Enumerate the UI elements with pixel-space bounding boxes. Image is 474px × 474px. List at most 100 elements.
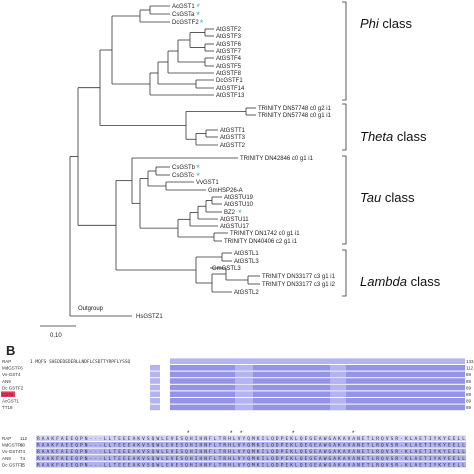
panel-b-letter: B <box>6 343 16 358</box>
class-suffix: class <box>381 190 415 205</box>
tree-leaf-label: DcGSTF2 <box>172 20 199 26</box>
alignment-block <box>170 358 465 364</box>
sequence-residues: RAAKFAEEQPN---LLTEEEAKVSQWLEVESQHIHNFLTR… <box>37 449 465 455</box>
tree-leaf-label: AtGSTF8 <box>216 71 242 77</box>
star-marker: * <box>196 163 200 173</box>
alignment-block <box>150 391 160 397</box>
sequence-name: AcGST1 <box>2 399 20 404</box>
star-marker: * <box>196 171 200 181</box>
class-suffix: class <box>393 129 427 144</box>
class-bracket <box>342 1 347 101</box>
tree-leaf-label: BZ2 <box>224 210 236 216</box>
tree-leaf-label: CsGSTb <box>172 165 196 171</box>
tree-leaf-label: TRINITY DN33177 c3 g1 i2 <box>262 282 336 288</box>
class-label: Theta class <box>360 129 427 144</box>
tree-leaf-label: GmGSTL3 <box>212 266 241 272</box>
tree-leaf-label: AtGSTL1 <box>234 251 259 257</box>
sequence-name: MdGSTF6 <box>2 443 23 448</box>
tree-leaf-label: AtGSTF4 <box>216 56 242 62</box>
sequence-name: MdGSTF6 <box>2 366 23 371</box>
tree-leaf-label: AtGSTT1 <box>220 128 246 134</box>
tree-leaf-label: CsGSTc <box>172 173 194 179</box>
class-bracket <box>342 103 347 151</box>
class-suffix: class <box>379 16 413 31</box>
sequence-end: 89 <box>466 392 472 397</box>
sequence-start: 112 <box>20 436 28 441</box>
class-label: Phi class <box>360 16 413 31</box>
tree-leaf-label: AtGSTU10 <box>224 202 254 208</box>
conservation-marker: * <box>240 431 243 437</box>
sequence-end: 133 <box>466 359 474 364</box>
alignment-panel: RAP 133 MdGSTF6 112 Vv-GST4 89 AN9 89 Dc GSTF2 89… <box>1 358 474 468</box>
tree-leaf-label: TRINITY DN57748 c0 g1 i1 <box>258 113 332 119</box>
sequence-name: Dc GSTF2 <box>2 462 24 467</box>
class-name: Phi <box>360 16 380 31</box>
alignment-block <box>36 442 466 448</box>
alignment-block <box>170 365 465 371</box>
sequence-residues: RAAKFAEEQPN---LLTEEEAKVSQWLEVESQHIHNFLTR… <box>37 443 465 449</box>
alignment-block <box>150 365 160 371</box>
sequence-name: RAP <box>2 436 11 441</box>
alignment-block <box>36 448 466 455</box>
conservation-marker: * <box>230 431 233 437</box>
alignment-block <box>170 378 465 384</box>
alignment-block <box>235 384 253 391</box>
tree-leaf-label: TRINITY DN57748 c0 g2 i1 <box>258 106 332 112</box>
sequence-name: AN9 <box>2 379 11 384</box>
sequence-residues: 1 MQFS SHEDEDEDERLLNDFLCSDTTYRPFLYSSQ <box>30 359 131 365</box>
alignment-block <box>170 398 465 404</box>
tree-leaf-label: AtGSTT2 <box>220 143 246 149</box>
tree-leaf-label: AtGSTF7 <box>216 49 242 55</box>
tree-leaf-label: AtGSTU11 <box>220 217 249 223</box>
sequence-residues: RAAKFAEEQPN---LLTEEEAKVSQWLEVESQHIHNFLTR… <box>37 456 465 462</box>
alignment-block <box>36 435 466 441</box>
class-label: Tau class <box>360 190 415 205</box>
alignment-block <box>330 398 346 404</box>
star-marker: * <box>196 10 200 20</box>
highlight-box <box>1 391 15 397</box>
alignment-block <box>150 398 160 404</box>
class-suffix: class <box>407 274 441 289</box>
sequence-residues: RAAKFAEEQPN---LLTEEEAKVSQWLEVESQHIHNFLTR… <box>37 436 465 442</box>
alignment-block <box>235 391 253 397</box>
alignment-block <box>170 371 465 378</box>
tree-leaf-label: VvGST1 <box>196 180 219 186</box>
alignment-block <box>36 461 466 468</box>
alignment-block <box>150 404 160 411</box>
sequence-end: 89 <box>466 399 472 404</box>
class-label: Lambda class <box>360 274 441 289</box>
tree-leaf-label: TRINITY DN40406 c2 g1 i1 <box>224 239 298 245</box>
alignment-block <box>36 455 466 461</box>
sequence-end: 89 <box>466 385 472 390</box>
star-marker: * <box>196 2 200 12</box>
tree-leaf-label: AtGSTF3 <box>216 34 242 40</box>
tree-leaf-label: TRINITY DN1742 c0 g1 i1 <box>230 231 300 237</box>
outgroup-label: Outgroup <box>78 306 104 312</box>
class-name: Lambda <box>360 274 407 289</box>
sequence-name: TT19 <box>2 405 13 410</box>
alignment-block <box>330 365 346 371</box>
alignment-block <box>150 384 160 391</box>
tree-leaf-label: AtGSTF13 <box>216 93 245 99</box>
alignment-block <box>235 365 253 371</box>
alignment-block <box>235 371 253 378</box>
conservation-marker: * <box>352 431 355 437</box>
alignment-block <box>235 404 253 411</box>
alignment-block <box>330 384 346 391</box>
sequence-start: 75 <box>20 462 26 467</box>
sequence-end: 89 <box>466 379 472 384</box>
alignment-block <box>330 404 346 411</box>
sequence-name: GSTa <box>2 392 14 397</box>
sequence-start: 74 <box>20 456 26 461</box>
sequence-end: 89 <box>466 372 472 377</box>
alignment-block <box>150 371 160 378</box>
sequence-end: 89 <box>466 405 472 410</box>
sequence-start: 74 <box>20 449 26 454</box>
sequence-name: AN9 <box>2 456 11 461</box>
alignment-block <box>170 391 465 397</box>
tree-leaf-label: AtGSTU19 <box>224 195 254 201</box>
alignment-block <box>235 398 253 404</box>
alignment-block <box>330 391 346 397</box>
tree-leaf-label: AtGSTL3 <box>234 259 259 265</box>
